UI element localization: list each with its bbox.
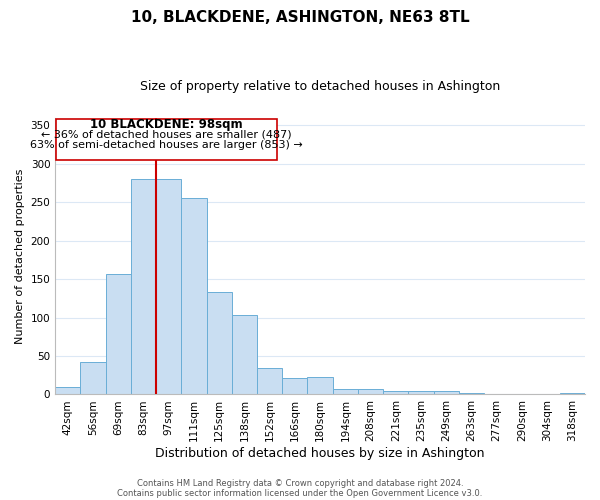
Y-axis label: Number of detached properties: Number of detached properties (15, 168, 25, 344)
Bar (181, 198, 206, 394)
Bar (383, 390, 409, 394)
X-axis label: Distribution of detached houses by size in Ashington: Distribution of detached houses by size … (155, 447, 485, 460)
Text: 10 BLACKDENE: 98sqm: 10 BLACKDENE: 98sqm (91, 118, 243, 130)
Bar (560, 393, 585, 394)
Bar (282, 378, 307, 394)
Text: Contains HM Land Registry data © Crown copyright and database right 2024.: Contains HM Land Registry data © Crown c… (137, 478, 463, 488)
Bar (257, 368, 282, 394)
Title: Size of property relative to detached houses in Ashington: Size of property relative to detached ho… (140, 80, 500, 93)
Bar (332, 389, 358, 394)
Text: 63% of semi-detached houses are larger (853) →: 63% of semi-detached houses are larger (… (31, 140, 303, 150)
FancyBboxPatch shape (56, 120, 277, 160)
Bar (131, 180, 156, 394)
Text: 10, BLACKDENE, ASHINGTON, NE63 8TL: 10, BLACKDENE, ASHINGTON, NE63 8TL (131, 10, 469, 25)
Bar (307, 377, 332, 394)
Bar (358, 389, 383, 394)
Bar (55, 387, 80, 394)
Bar (106, 274, 131, 394)
Text: Contains public sector information licensed under the Open Government Licence v3: Contains public sector information licen… (118, 488, 482, 498)
Bar (409, 390, 434, 394)
Bar (80, 362, 106, 394)
Bar (156, 180, 181, 394)
Bar (232, 316, 257, 394)
Text: ← 36% of detached houses are smaller (487): ← 36% of detached houses are smaller (48… (41, 130, 292, 140)
Bar (206, 292, 232, 394)
Bar (459, 393, 484, 394)
Bar (434, 392, 459, 394)
